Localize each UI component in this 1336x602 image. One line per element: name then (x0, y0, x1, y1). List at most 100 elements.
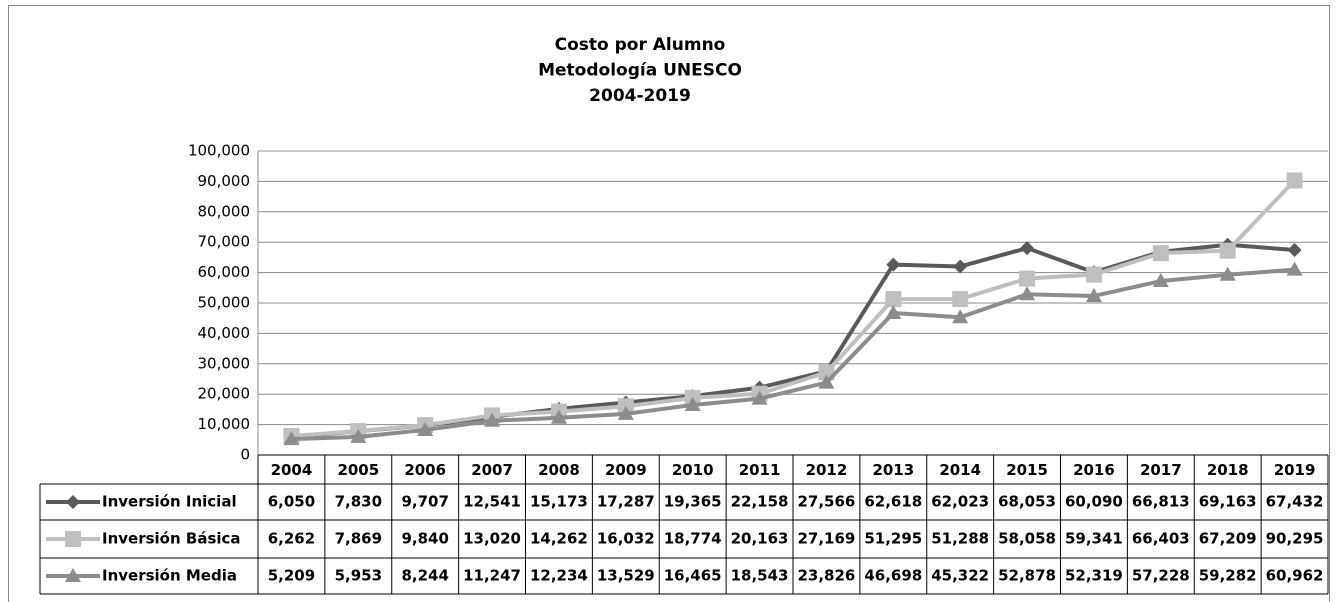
table-value: 8,244 (401, 567, 448, 585)
legend-label: Inversión Inicial (102, 493, 237, 511)
x-tick-label: 2008 (538, 461, 580, 479)
marker (417, 421, 434, 436)
marker (684, 396, 701, 411)
x-tick-label: 2016 (1073, 461, 1115, 479)
table-value: 5,953 (335, 567, 382, 585)
table-value: 13,020 (463, 530, 521, 548)
x-tick-label: 2018 (1207, 461, 1249, 479)
table-value: 69,163 (1199, 493, 1257, 511)
table-value: 67,209 (1199, 530, 1257, 548)
marker (1286, 172, 1303, 189)
series-line (291, 267, 1295, 442)
x-tick-label: 2014 (939, 461, 981, 479)
table-value: 9,707 (401, 493, 448, 511)
marker (818, 374, 835, 389)
y-tick-label: 40,000 (198, 324, 251, 342)
table-value: 66,813 (1132, 493, 1190, 511)
series-line (291, 179, 1297, 438)
marker (65, 568, 81, 582)
table-value: 60,090 (1065, 493, 1123, 511)
legend-label: Inversión Media (102, 567, 237, 585)
marker (617, 405, 634, 420)
y-tick-label: 80,000 (198, 202, 251, 220)
legend-label: Inversión Básica (102, 530, 241, 548)
table-value: 15,173 (530, 493, 588, 511)
marker (751, 390, 768, 405)
table-value: 62,023 (931, 493, 989, 511)
marker (283, 431, 300, 446)
table-value: 16,032 (597, 530, 655, 548)
marker (350, 428, 367, 443)
table-value: 57,228 (1132, 567, 1190, 585)
marker (1287, 243, 1302, 258)
table-value: 51,295 (864, 530, 922, 548)
chart-title: Metodología UNESCO (538, 61, 742, 81)
marker (1219, 266, 1236, 281)
marker (65, 531, 81, 547)
table-value: 11,247 (463, 567, 521, 585)
table-value: 7,869 (335, 530, 382, 548)
table-value: 22,158 (731, 493, 789, 511)
marker (484, 412, 501, 427)
x-tick-label: 2015 (1006, 461, 1048, 479)
table-value: 18,543 (731, 567, 789, 585)
table-value: 62,618 (864, 493, 922, 511)
chart-title: 2004-2019 (589, 86, 691, 106)
table-value: 17,287 (597, 493, 655, 511)
table-value: 60,962 (1266, 567, 1324, 585)
x-tick-label: 2019 (1274, 461, 1316, 479)
table-value: 13,529 (597, 567, 655, 585)
x-tick-label: 2006 (404, 461, 446, 479)
table-value: 45,322 (931, 567, 989, 585)
marker (885, 305, 902, 320)
table-value: 19,365 (664, 493, 722, 511)
table-value: 14,262 (530, 530, 588, 548)
x-tick-label: 2004 (271, 461, 313, 479)
y-tick-label: 70,000 (198, 233, 251, 251)
y-tick-label: 0 (240, 446, 250, 464)
x-tick-label: 2017 (1140, 461, 1182, 479)
x-tick-label: 2010 (672, 461, 714, 479)
table-value: 58,058 (998, 530, 1056, 548)
marker (66, 495, 80, 509)
marker (1219, 242, 1236, 259)
table-value: 27,169 (797, 530, 855, 548)
table-value: 23,826 (797, 567, 855, 585)
marker (886, 257, 901, 272)
table-value: 9,840 (401, 530, 448, 548)
table-value: 16,465 (664, 567, 722, 585)
marker (1152, 273, 1169, 288)
x-tick-label: 2012 (806, 461, 848, 479)
marker (952, 309, 969, 324)
x-tick-label: 2005 (337, 461, 379, 479)
table-value: 46,698 (864, 567, 922, 585)
x-tick-label: 2013 (872, 461, 914, 479)
marker (1019, 286, 1036, 301)
marker (1020, 241, 1035, 256)
table-value: 12,234 (530, 567, 588, 585)
table-value: 18,774 (664, 530, 722, 548)
marker (1019, 270, 1036, 287)
table-value: 12,541 (463, 493, 521, 511)
table-value: 6,262 (268, 530, 315, 548)
table-value: 5,209 (268, 567, 315, 585)
marker (550, 409, 567, 424)
y-tick-label: 100,000 (188, 142, 250, 160)
marker (1085, 266, 1102, 283)
marker (952, 291, 969, 308)
y-tick-label: 20,000 (198, 385, 251, 403)
y-tick-label: 90,000 (198, 172, 251, 190)
y-tick-label: 50,000 (198, 294, 251, 312)
table-value: 52,319 (1065, 567, 1123, 585)
table-value: 68,053 (998, 493, 1056, 511)
table-value: 20,163 (731, 530, 789, 548)
table-value: 6,050 (268, 493, 315, 511)
table-value: 59,341 (1065, 530, 1123, 548)
y-tick-label: 60,000 (198, 263, 251, 281)
marker (953, 259, 968, 274)
x-tick-label: 2009 (605, 461, 647, 479)
table-value: 90,295 (1266, 530, 1324, 548)
chart-title: Costo por Alumno (555, 35, 726, 55)
marker (1152, 245, 1169, 262)
